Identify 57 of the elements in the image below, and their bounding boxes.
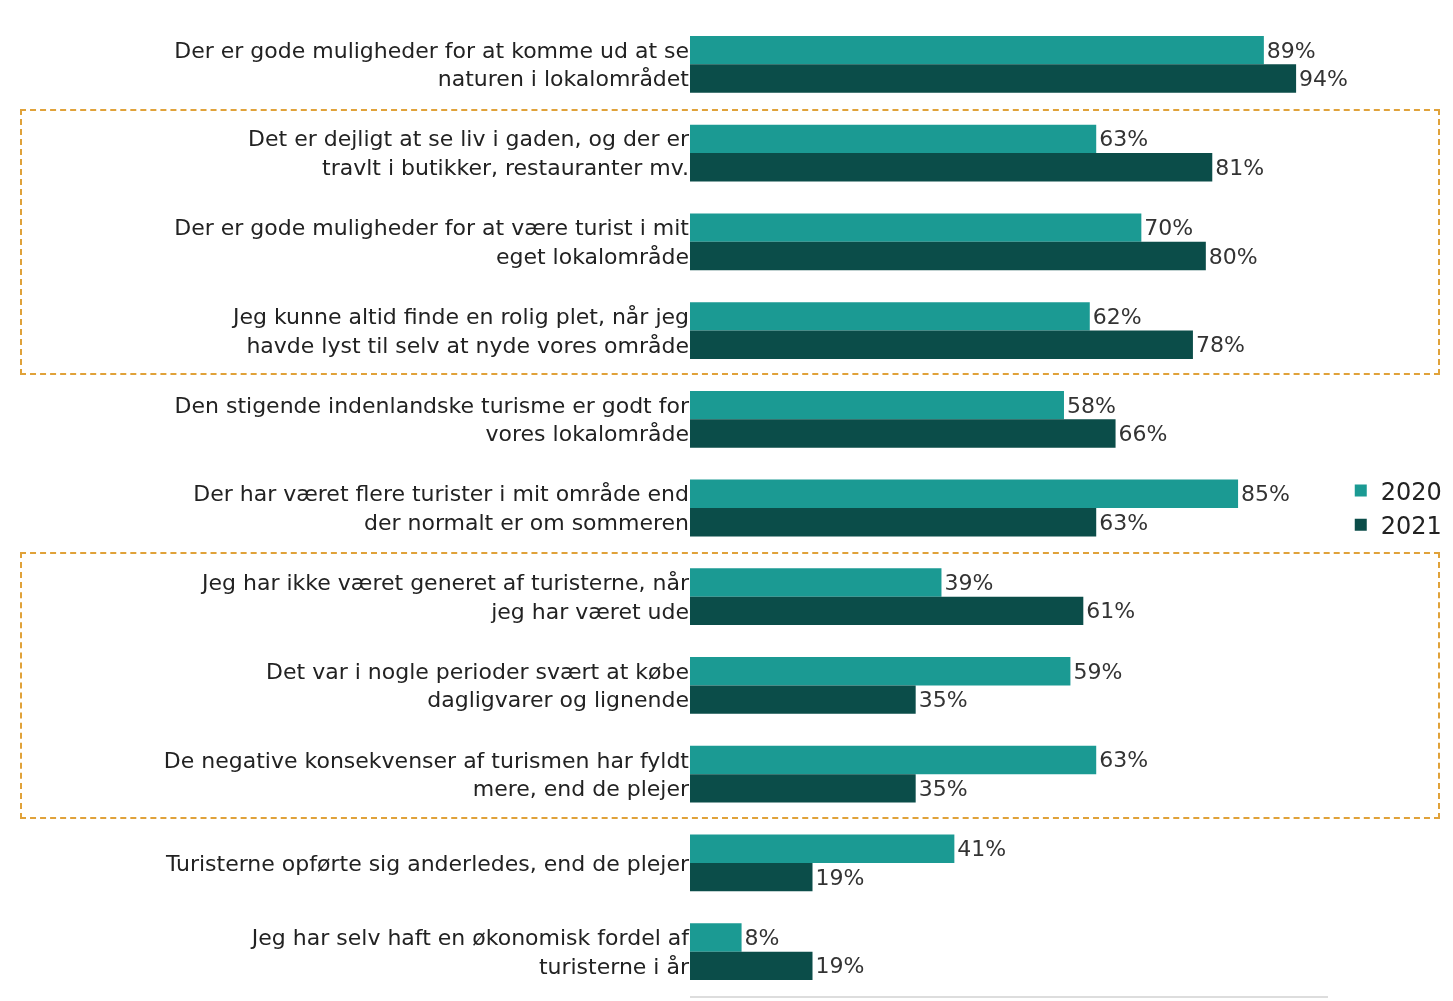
legend-label: 2020 (1380, 477, 1442, 506)
data-label: 62% (1092, 303, 1142, 329)
y-tick-label: Jeg kunne altid finde en rolig plet, når jeg havde lyst til selv at nyde vores område (231, 303, 689, 358)
bar (690, 213, 1142, 242)
bar (690, 419, 1116, 448)
data-label: 59% (1073, 658, 1123, 684)
y-tick-label: Turisterne opførte sig anderledes, end de plejer (164, 850, 690, 876)
y-tick-label: Jeg har ikke været generet af turisterne, når jeg har været ude (200, 570, 690, 624)
bar (690, 390, 1064, 420)
bar (690, 745, 1097, 775)
data-label: 80% (1208, 243, 1258, 269)
bar (690, 596, 1084, 626)
data-label: 85% (1241, 481, 1290, 507)
legend-label: 2021 (1380, 512, 1442, 541)
bar (690, 153, 1213, 182)
data-label: 19% (815, 953, 865, 979)
data-label: 70% (1144, 215, 1194, 241)
y-tick-label: Der er gode muligheder for at være turist i mit eget lokalområde (174, 215, 690, 269)
y-tick-label: Det var i nogle perioder svært at købe dagligvarer og lignende (266, 658, 689, 713)
bar (690, 862, 813, 892)
y-tick-label: Jeg har selv haft en økonomisk fordel af turisterne i år (249, 925, 691, 979)
y-tick-label: Der er gode muligheder for at komme ud at se naturen i lokalområdet (174, 37, 690, 92)
bar (690, 241, 1206, 271)
bar (690, 64, 1297, 93)
data-label: 35% (918, 687, 968, 713)
y-tick-label: De negative konsekvenser af turismen har fyldt mere, end de plejer (163, 747, 690, 802)
data-label: 63% (1099, 747, 1149, 773)
y-tick-label: Det er dejligt at se liv i gaden, og der er travlt i butikker, restauranter mv. (248, 126, 690, 181)
bar (690, 685, 916, 714)
data-label: 58% (1066, 392, 1116, 418)
y-tick-label: Der har været flere turister i mit område end der normalt er om sommeren (193, 481, 689, 535)
data-label: 35% (918, 775, 968, 801)
y-tick-label: Den stigende indenlandske turisme er godt for vores lokalområde (174, 392, 690, 447)
bar (690, 568, 942, 597)
bar (690, 479, 1239, 508)
bar (690, 951, 813, 981)
data-label: 19% (815, 864, 865, 890)
data-label: 63% (1099, 509, 1149, 535)
bar (690, 923, 742, 952)
data-label: 41% (957, 836, 1007, 862)
data-label: 63% (1099, 126, 1149, 152)
bar (690, 657, 1071, 686)
bar (690, 834, 955, 863)
bar (690, 330, 1193, 359)
data-label: 89% (1266, 37, 1316, 63)
data-label: 61% (1086, 598, 1136, 624)
data-label: 81% (1215, 154, 1265, 180)
bar (690, 124, 1097, 154)
data-label: 8% (744, 924, 780, 950)
data-label: 39% (944, 570, 994, 596)
data-label: 78% (1195, 332, 1245, 358)
bar (690, 302, 1090, 331)
data-label: 94% (1299, 66, 1349, 92)
data-label: 66% (1118, 420, 1168, 446)
bar (690, 508, 1097, 537)
bar (690, 35, 1264, 65)
bar (690, 774, 916, 803)
